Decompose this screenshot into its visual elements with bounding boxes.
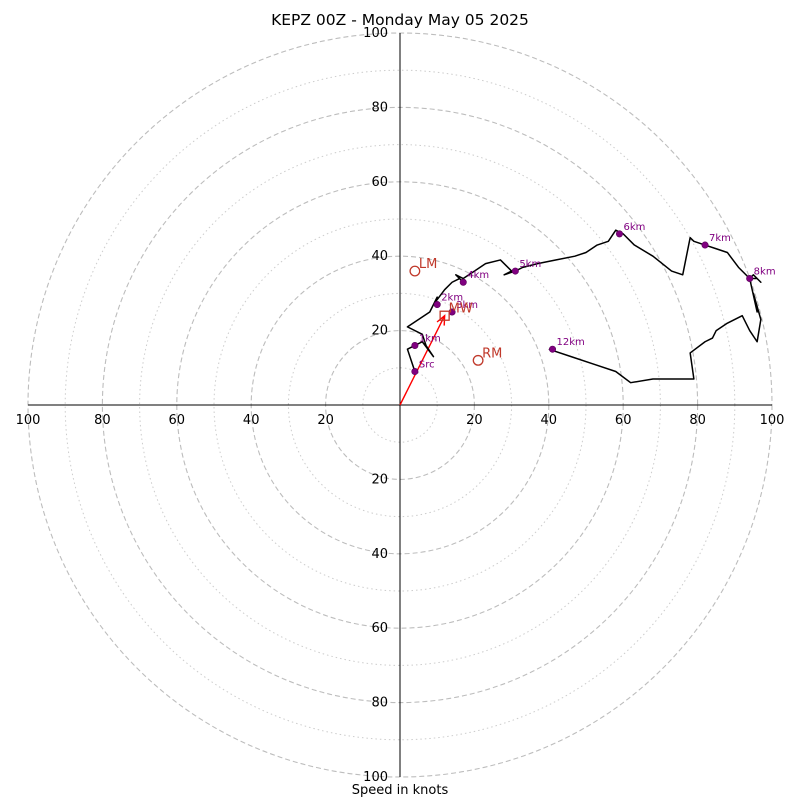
storm-marker-MW	[439, 310, 450, 321]
height-marker-Src	[411, 368, 419, 376]
tick-label-north-100: 100	[363, 26, 388, 41]
tick-label-north-60: 60	[371, 175, 388, 190]
height-label-7km: 7km	[709, 233, 731, 244]
tick-label-south-60: 60	[371, 621, 388, 636]
height-marker-12km	[549, 345, 557, 353]
tick-label-west-60: 60	[169, 413, 186, 428]
height-label-6km: 6km	[623, 222, 645, 233]
storm-motion-markers: LM RM MW	[409, 257, 502, 366]
height-label-5km: 5km	[519, 259, 541, 270]
chart-title: KEPZ 00Z - Monday May 05 2025	[271, 11, 529, 29]
tick-label-north-40: 40	[371, 249, 388, 264]
height-marker-8km	[746, 275, 754, 283]
tick-label-west-100: 100	[16, 413, 41, 428]
height-marker-4km	[459, 278, 467, 286]
x-axis-label: Speed in knots	[351, 783, 449, 798]
height-marker-5km	[511, 267, 519, 275]
height-label-3km: 3km	[456, 300, 478, 311]
tick-label-south-40: 40	[371, 547, 388, 562]
storm-label-MW: MW	[449, 302, 473, 317]
height-marker-6km	[615, 230, 623, 238]
height-label-8km: 8km	[754, 267, 776, 278]
storm-label-LM: LM	[419, 257, 437, 272]
tick-label-east-100: 100	[760, 413, 785, 428]
height-label-Src: Src	[419, 360, 435, 371]
height-label-4km: 4km	[467, 270, 489, 281]
tick-label-east-80: 80	[689, 413, 706, 428]
tick-label-east-40: 40	[541, 413, 558, 428]
tick-label-north-20: 20	[371, 324, 388, 339]
mean-wind-vector-line	[399, 315, 446, 406]
height-marker-1km	[411, 341, 419, 349]
tick-label-south-100: 100	[363, 770, 388, 785]
storm-marker-LM	[409, 265, 421, 277]
height-marker-7km	[701, 241, 709, 249]
tick-label-south-20: 20	[371, 472, 388, 487]
tick-label-south-80: 80	[371, 696, 388, 711]
tick-label-west-80: 80	[94, 413, 111, 428]
height-label-12km: 12km	[557, 337, 585, 348]
tick-label-north-80: 80	[371, 100, 388, 115]
height-label-1km: 1km	[419, 333, 441, 344]
height-marker-2km	[433, 301, 441, 309]
tick-label-east-60: 60	[615, 413, 632, 428]
tick-label-west-40: 40	[243, 413, 260, 428]
axis-tick-labels: 20 20 20 20 40 40 40 40 60 60 60 60 80 80 80 80 100 100 10…	[16, 26, 785, 785]
tick-label-east-20: 20	[466, 413, 483, 428]
storm-marker-RM	[472, 354, 484, 366]
storm-label-RM: RM	[482, 346, 502, 361]
tick-label-west-20: 20	[317, 413, 334, 428]
height-label-2km: 2km	[441, 293, 463, 304]
